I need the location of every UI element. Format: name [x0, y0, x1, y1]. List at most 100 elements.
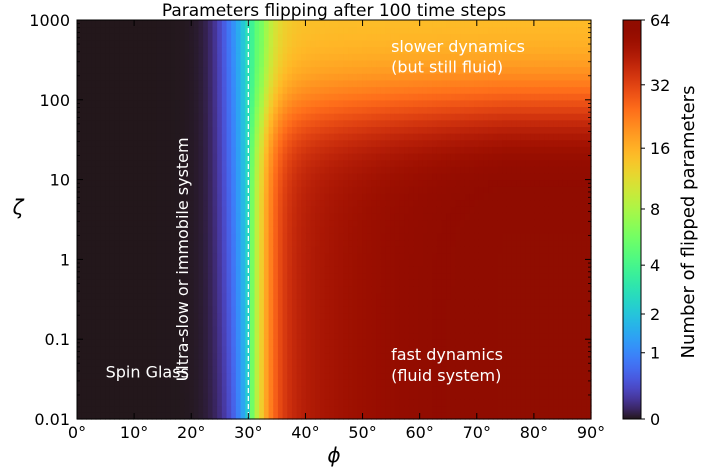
heatmap-cell [273, 206, 279, 214]
heatmap-cell [390, 59, 396, 68]
heatmap-cell [86, 192, 92, 201]
heatmap-cell [119, 385, 125, 393]
heatmap-cell [441, 66, 447, 74]
heatmap-cell [203, 133, 209, 141]
heatmap-cell [277, 379, 284, 387]
heatmap-cell [189, 126, 195, 134]
heatmap-cell [109, 26, 115, 34]
heatmap-cell [352, 86, 358, 94]
heatmap-cell [212, 53, 218, 61]
heatmap-cell [394, 119, 401, 127]
heatmap-cell [282, 146, 288, 154]
heatmap-cell [460, 266, 466, 274]
heatmap-cell [441, 379, 447, 387]
heatmap-cell [175, 59, 181, 68]
heatmap-cell [263, 133, 270, 141]
heatmap-cell [179, 292, 186, 300]
heatmap-cell [207, 192, 214, 201]
heatmap-cell [385, 332, 391, 340]
heatmap-cell [170, 319, 176, 327]
heatmap-cell [123, 412, 129, 420]
heatmap-cell [404, 266, 410, 274]
heatmap-cell [86, 212, 92, 221]
heatmap-cell [418, 259, 424, 267]
heatmap-cell [142, 192, 148, 201]
heatmap-cell [156, 212, 162, 221]
heatmap-cell [310, 146, 316, 154]
heatmap-cell [221, 146, 228, 154]
heatmap-cell [91, 239, 97, 247]
heatmap-cell [165, 192, 172, 201]
heatmap-cell [315, 279, 321, 287]
heatmap-cell [338, 192, 344, 201]
heatmap-cell [249, 93, 256, 101]
heatmap-cell [268, 106, 274, 114]
heatmap-cell [217, 279, 223, 287]
heatmap-cell [446, 33, 452, 41]
heatmap-cell [123, 139, 129, 147]
heatmap-cell [198, 339, 204, 347]
heatmap-cell [254, 372, 260, 380]
heatmap-cell [203, 239, 209, 247]
heatmap-cell [310, 212, 316, 221]
heatmap-cell [399, 172, 405, 181]
heatmap-cell [390, 379, 396, 387]
heatmap-cell [165, 153, 172, 161]
heatmap-cell [123, 392, 129, 400]
heatmap-cell [235, 226, 242, 234]
heatmap-cell [109, 66, 115, 74]
heatmap-cell [282, 172, 288, 181]
heatmap-cell [184, 286, 190, 294]
heatmap-cell [404, 405, 410, 413]
heatmap-cell [170, 232, 176, 241]
heatmap-cell [77, 392, 83, 400]
heatmap-cell [165, 119, 172, 127]
heatmap-cell [81, 319, 87, 327]
heatmap-cell [240, 399, 246, 407]
heatmap-cell [310, 312, 316, 320]
heatmap-cell [156, 133, 162, 141]
heatmap-cell [91, 192, 97, 201]
heatmap-cell [231, 126, 237, 134]
heatmap-cell [310, 99, 316, 108]
heatmap-cell [249, 399, 256, 407]
heatmap-cell [399, 305, 405, 314]
heatmap-cell [441, 199, 447, 207]
heatmap-cell [156, 385, 162, 393]
heatmap-cell [422, 126, 429, 134]
heatmap-cell [329, 79, 335, 88]
heatmap-cell [175, 259, 181, 267]
heatmap-cell [399, 339, 405, 347]
heatmap-cell [432, 39, 438, 48]
heatmap-cell [301, 226, 307, 234]
heatmap-cell [287, 279, 293, 287]
heatmap-cell [235, 46, 242, 54]
heatmap-cell [376, 219, 382, 227]
heatmap-cell [301, 159, 307, 167]
heatmap-cell [273, 279, 279, 287]
heatmap-cell [277, 153, 284, 161]
heatmap-cell [371, 73, 377, 81]
heatmap-cell [123, 226, 129, 234]
heatmap-cell [315, 166, 321, 174]
heatmap-cell [231, 399, 237, 407]
heatmap-cell [432, 286, 438, 294]
heatmap-cell [287, 332, 293, 340]
heatmap-cell [441, 352, 447, 360]
heatmap-cell [137, 20, 144, 28]
heatmap-cell [404, 33, 410, 41]
heatmap-cell [376, 226, 382, 234]
heatmap-cell [133, 266, 139, 274]
heatmap-cell [119, 246, 125, 254]
heatmap-cell [446, 332, 452, 340]
heatmap-cell [226, 212, 232, 221]
heatmap-cell [385, 206, 391, 214]
heatmap-cell [399, 392, 405, 400]
heatmap-cell [86, 199, 92, 207]
heatmap-cell [203, 126, 209, 134]
heatmap-cell [334, 379, 340, 387]
heatmap-cell [109, 186, 115, 194]
heatmap-cell [324, 385, 330, 393]
heatmap-cell [348, 266, 354, 274]
heatmap-cell [193, 20, 200, 28]
